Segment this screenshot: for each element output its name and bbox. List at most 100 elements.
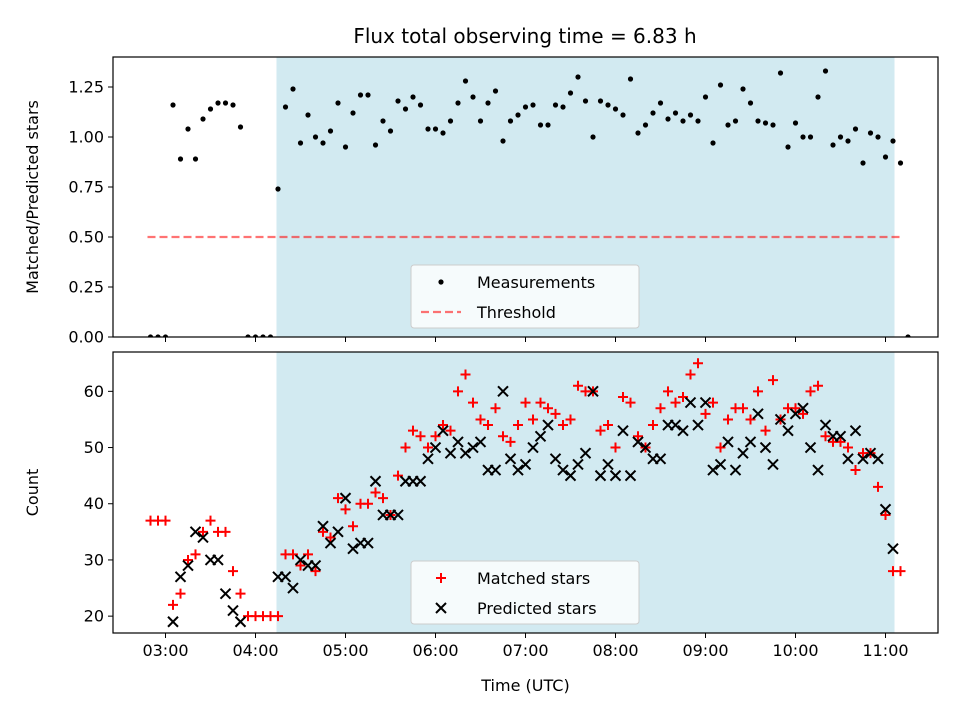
measurement-point [815,94,820,99]
measurement-point [650,110,655,115]
legend-label: Threshold [476,303,556,322]
measurement-point [568,90,573,95]
matched-star-point [221,527,231,537]
measurement-point [523,104,528,109]
measurement-point [425,126,430,131]
predicted-star-point [221,589,231,599]
measurement-point [613,106,618,111]
measurement-point [778,70,783,75]
measurement-point [373,142,378,147]
matched-star-point [236,589,246,599]
measurement-point [343,144,348,149]
measurement-point [898,160,903,165]
measurement-point [740,86,745,91]
measurement-point [193,156,198,161]
measurement-point [635,130,640,135]
measurement-point [185,126,190,131]
measurement-point [755,118,760,123]
measurement-point [598,98,603,103]
measurement-point [410,94,415,99]
matched-star-point [191,549,201,559]
measurement-point [313,134,318,139]
measurement-point [605,102,610,107]
y-tick-label: 1.25 [68,78,104,97]
measurement-point [388,128,393,133]
measurement-point [433,126,438,131]
measurement-point [553,102,558,107]
x-tick-label: 03:00 [142,641,188,660]
measurement-point [493,88,498,93]
measurement-point [658,100,663,105]
measurement-point [463,78,468,83]
x-tick-label: 10:00 [772,641,818,660]
measurement-point [230,102,235,107]
measurement-point [590,134,595,139]
measurement-point [748,100,753,105]
measurement-point [845,138,850,143]
y-tick-label: 60 [84,382,104,401]
x-tick-label: 04:00 [232,641,278,660]
chart-figure: Flux total observing time = 6.83 h 0.00 0… [0,0,960,720]
measurement-point [785,144,790,149]
measurement-point [673,110,678,115]
x-tick-label: 09:00 [682,641,728,660]
y-tick-label: 20 [84,607,104,626]
measurement-point [883,154,888,159]
measurement-point [583,98,588,103]
y-tick-label: 0.75 [68,178,104,197]
matched-star-point [228,566,238,576]
measurement-point [365,92,370,97]
legend-marker-measurements [438,279,443,284]
measurement-point [725,122,730,127]
y-tick-label: 40 [84,494,104,513]
matched-star-point [168,600,178,610]
x-tick-label: 06:00 [412,641,458,660]
measurement-point [800,134,805,139]
measurement-point [830,142,835,147]
measurement-point [530,102,535,107]
measurement-point [275,186,280,191]
measurement-point [868,130,873,135]
measurement-point [440,130,445,135]
measurement-point [763,120,768,125]
measurement-point [200,116,205,121]
measurement-point [290,86,295,91]
measurement-point [703,94,708,99]
y-axis-label: Count [23,469,42,517]
measurement-point [838,134,843,139]
measurement-point [808,134,813,139]
ratio-panel: 0.000.250.500.751.001.25Matched/Predicte… [23,57,938,347]
measurement-point [455,100,460,105]
predicted-star-point [213,555,223,565]
measurement-point [643,122,648,127]
measurement-point [283,104,288,109]
predicted-star-point [168,617,178,627]
measurement-point [470,94,475,99]
measurement-point [320,140,325,145]
measurement-point [853,126,858,131]
measurement-point [628,76,633,81]
y-tick-label: 0.00 [68,328,104,347]
y-tick-label: 0.25 [68,278,104,297]
measurement-point [403,106,408,111]
measurement-point [875,134,880,139]
measurement-point [215,100,220,105]
measurement-point [733,118,738,123]
count-panel: 203040506003:00 04:00 05:00 06:00 07:00 08:00… [23,352,938,695]
predicted-star-point [176,572,186,582]
measurement-point [770,122,775,127]
matched-star-point [176,589,186,599]
y-tick-label: 50 [84,438,104,457]
predicted-star-point [228,606,238,616]
x-tick-label: 11:00 [862,641,908,660]
predicted-star-point [236,617,246,627]
measurement-point [620,112,625,117]
matched-star-point [896,566,906,576]
measurement-point [718,82,723,87]
measurement-point [298,140,303,145]
y-axis-label: Matched/Predicted stars [23,100,42,294]
measurement-point [335,100,340,105]
chart-title: Flux total observing time = 6.83 h [353,24,696,48]
measurement-point [688,112,693,117]
measurement-point [328,128,333,133]
